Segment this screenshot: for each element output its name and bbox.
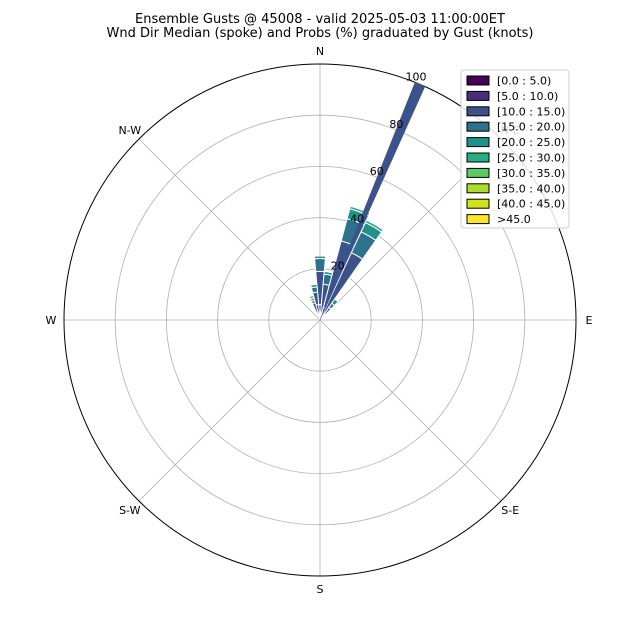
sector-3-segment-4	[364, 219, 384, 233]
radial-tick-20: 20	[331, 260, 345, 273]
legend-swatch-9	[466, 214, 490, 225]
direction-label-e: E	[586, 314, 593, 327]
grid-spoke-s-w	[138, 319, 321, 502]
legend-label-1: [5.0 : 10.0)	[497, 90, 558, 103]
grid-spoke-s-e	[319, 319, 502, 502]
legend-swatch-3	[466, 121, 490, 132]
sector-6-segment-4	[308, 294, 315, 300]
legend-swatch-2	[466, 106, 490, 117]
legend-label-6: [30.0 : 35.0)	[497, 167, 565, 180]
legend-label-0: [0.0 : 5.0)	[497, 75, 551, 88]
median-direction-spoke	[319, 81, 426, 321]
radial-tick-40: 40	[350, 212, 364, 225]
legend-label-8: [40.0 : 45.0)	[497, 198, 565, 211]
legend-swatch-5	[466, 152, 490, 163]
direction-label-n: N	[316, 45, 324, 58]
direction-label-n-w: N-W	[118, 124, 141, 137]
legend-label-5: [25.0 : 30.0)	[497, 152, 565, 165]
legend-swatch-1	[466, 90, 490, 101]
radial-tick-100: 100	[405, 70, 426, 83]
grid-spoke-n-w	[138, 138, 321, 321]
direction-label-s-e: S-E	[501, 504, 519, 517]
legend: [0.0 : 5.0) [5.0 : 10.0) [10.0 : 15.0) [15.…	[460, 69, 570, 229]
legend-label-2: [10.0 : 15.0)	[497, 105, 565, 118]
direction-label-s: S	[317, 583, 324, 596]
radial-tick-60: 60	[370, 165, 384, 178]
legend-label-7: [35.0 : 40.0)	[497, 182, 565, 195]
legend-swatch-4	[466, 137, 490, 148]
legend-swatch-7	[466, 183, 490, 194]
chart-subtitle: Wnd Dir Median (spoke) and Probs (%) gra…	[107, 26, 534, 41]
sector-bars	[308, 205, 384, 321]
median-spoke	[319, 81, 426, 321]
radial-tick-labels: 20 40 60 80 100	[331, 70, 427, 272]
legend-label-3: [15.0 : 20.0)	[497, 121, 565, 134]
sector-0-segment-3	[313, 255, 327, 260]
sector-5-segment-3	[310, 283, 318, 289]
sector-0-segment-2	[314, 258, 326, 273]
sector-4-segment-3	[331, 298, 339, 307]
legend-swatch-6	[466, 167, 490, 178]
legend-label-4: [20.0 : 25.0)	[497, 136, 565, 149]
outer-ring	[63, 63, 577, 577]
legend-label-9: >45.0	[497, 213, 531, 226]
chart-title: Ensemble Gusts @ 45008 - valid 2025-05-0…	[135, 12, 505, 27]
legend-swatch-0	[466, 75, 490, 86]
legend-swatch-8	[466, 198, 490, 209]
direction-label-s-w: S-W	[119, 504, 141, 517]
direction-label-w: W	[46, 314, 57, 327]
radial-tick-80: 80	[389, 118, 403, 131]
